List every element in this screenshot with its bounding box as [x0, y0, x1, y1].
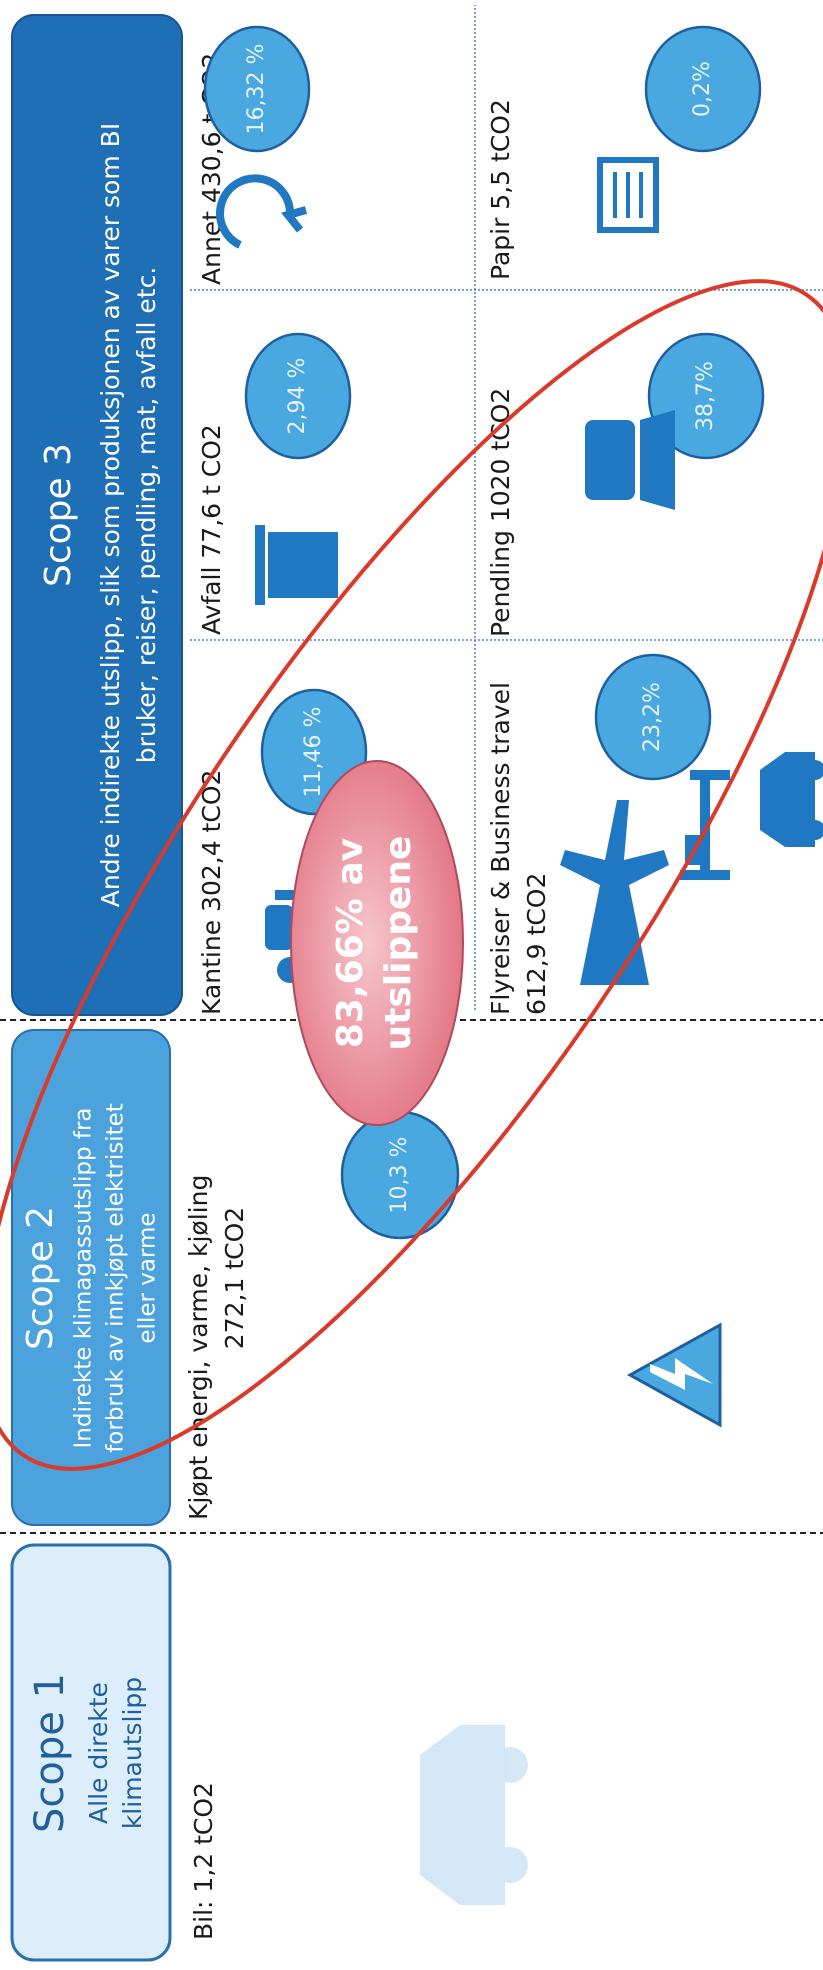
share-label: 10,3 %: [387, 1137, 412, 1214]
category-label: Pendling 1020 tCO2: [486, 388, 515, 637]
scope-description: Alle direkte: [84, 1682, 113, 1824]
scope-description: eller varme: [135, 1212, 161, 1343]
train-icon: [585, 410, 675, 510]
category-label: Avfall 77,6 t CO2: [197, 424, 226, 635]
share-label: 38,7%: [693, 361, 718, 431]
category-label: Kantine 302,4 tCO2: [197, 770, 226, 1015]
category-label: 272,1 tCO2: [220, 1207, 249, 1349]
scope-description: Andre indirekte utslipp, slik som produk…: [96, 123, 125, 907]
scope-2-box: [11, 1029, 171, 1526]
recycle-icon: [216, 174, 308, 249]
share-label: 16,32 %: [244, 44, 269, 135]
scope-3-box: [11, 14, 183, 1016]
bed-icon: [680, 770, 730, 880]
car-icon: [420, 1725, 528, 1905]
share-circle: [647, 332, 765, 460]
category-label: Kjøpt energi, varme, kjøling: [184, 1175, 213, 1520]
category-label: Papir 5,5 tCO2: [486, 99, 515, 280]
share-label: 2,94 %: [285, 358, 310, 435]
scope-title: Scope 1: [27, 1673, 73, 1833]
lightning-icon: [626, 1322, 722, 1428]
scope-1-box: [10, 1543, 172, 1962]
share-circle: [594, 653, 712, 781]
scope-description: bruker, reiser, pendling, mat, avfall et…: [132, 267, 161, 764]
scope-description: klimautslipp: [118, 1677, 147, 1829]
share-label: 0,2%: [690, 61, 715, 117]
plane-icon: [560, 800, 669, 985]
share-label: 23,2%: [640, 682, 665, 752]
scope-description: Indirekte klimagassutslipp fra: [71, 1107, 97, 1448]
document-icon: [597, 157, 659, 233]
highlight-label: 83,66% av: [330, 838, 371, 1048]
highlight-outline: [0, 279, 823, 1471]
scope-description: forbruk av innkjøpt elektrisitet: [103, 1103, 129, 1453]
category-label: 612,9 tCO2: [522, 873, 551, 1015]
category-label: Bil: 1,2 tCO2: [189, 1782, 218, 1940]
highlight-label: utslippene: [378, 836, 419, 1051]
scope-title: Scope 2: [20, 1206, 61, 1350]
share-label: 11,46 %: [301, 707, 326, 798]
share-circle: [244, 332, 352, 460]
highlight-ellipse: [290, 760, 464, 1126]
share-circle: [203, 25, 311, 153]
share-circle: [644, 25, 762, 153]
trash-icon: [255, 525, 338, 605]
scope-title: Scope 3: [38, 443, 79, 587]
car-icon: [760, 752, 823, 847]
category-label: Flyreiser & Business travel: [486, 682, 515, 1015]
